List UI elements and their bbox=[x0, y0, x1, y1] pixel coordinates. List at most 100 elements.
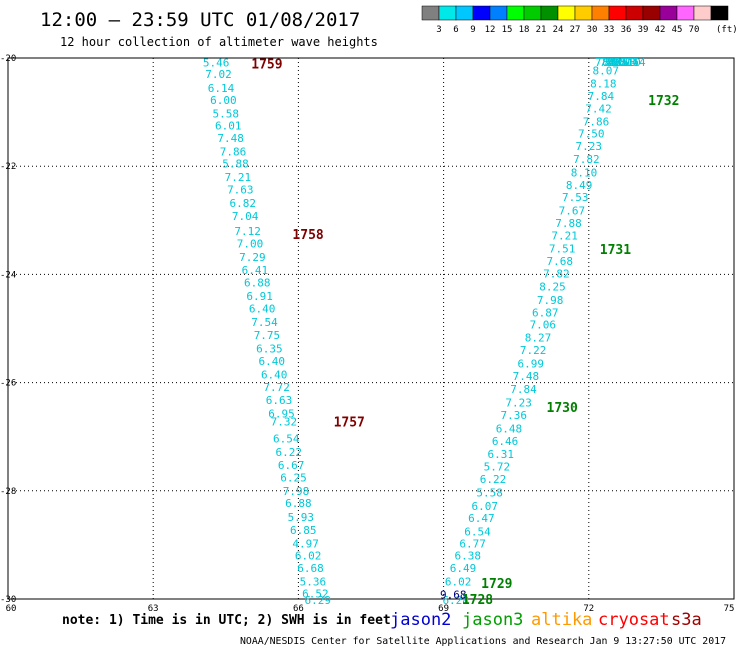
y-tick-label: -30 bbox=[0, 595, 16, 605]
wave-height-value: 7.48 bbox=[513, 370, 540, 383]
wave-height-value: 6.52 bbox=[302, 588, 329, 601]
time-label: 1759 bbox=[251, 57, 282, 72]
wave-height-value: 6.63 bbox=[266, 394, 293, 407]
wave-height-value: 6.54 bbox=[273, 432, 300, 445]
wave-height-value: 7.48 bbox=[217, 132, 244, 145]
wave-height-value: 8.67 bbox=[605, 56, 632, 69]
wave-height-value: 7.29 bbox=[239, 251, 266, 264]
wave-height-value: 7.86 bbox=[220, 146, 247, 159]
wave-height-value: 6.01 bbox=[215, 120, 242, 133]
colorbar-label: 70 bbox=[689, 25, 700, 35]
axis-ticks: 60 63 66 69 72 75 -20 -22 -24 -26 -28 -30 bbox=[0, 54, 734, 614]
wave-height-value: 7.67 bbox=[559, 205, 586, 218]
wave-height-value: 5.93 bbox=[288, 511, 315, 524]
colorbar-unit: (ft) bbox=[716, 25, 738, 35]
colorbar-swatch bbox=[659, 5, 678, 21]
wave-height-value: 6.46 bbox=[492, 435, 519, 448]
wave-height-value: 7.53 bbox=[562, 191, 589, 204]
wave-height-value: 7.51 bbox=[549, 242, 576, 255]
x-tick-label: 66 bbox=[293, 604, 304, 614]
colorbar-swatch bbox=[608, 5, 627, 21]
footer-text: NOAA/NESDIS Center for Satellite Applica… bbox=[240, 636, 726, 647]
colorbar-label: 3 bbox=[436, 25, 441, 35]
x-tick-label: 69 bbox=[438, 604, 449, 614]
wave-height-value: 4.97 bbox=[292, 537, 319, 550]
time-label: 1728 bbox=[462, 593, 493, 608]
colorbar-swatch bbox=[557, 5, 576, 21]
colorbar-label: 39 bbox=[638, 25, 649, 35]
colorbar-label: 27 bbox=[570, 25, 581, 35]
wave-height-value: 7.04 bbox=[232, 210, 259, 223]
wave-height-value: 6.99 bbox=[517, 358, 544, 371]
colorbar-swatch bbox=[591, 5, 610, 21]
wave-height-value: 6.02 bbox=[295, 550, 322, 563]
colorbar-label: 9 bbox=[470, 25, 475, 35]
time-label: 1730 bbox=[547, 401, 578, 416]
wave-height-value: 7.21 bbox=[225, 171, 252, 184]
wave-height-value: 7.98 bbox=[537, 294, 564, 307]
wave-height-value: 7.00 bbox=[237, 238, 264, 251]
wave-height-value: 5.58 bbox=[213, 108, 240, 121]
wave-height-value: 6.47 bbox=[468, 512, 495, 525]
colorbar-swatch bbox=[625, 5, 644, 21]
wave-height-value: 9.68 bbox=[440, 589, 467, 602]
wave-height-value: 7.88 bbox=[555, 217, 582, 230]
wave-height-value: 8.27 bbox=[525, 332, 552, 345]
wave-height-value: 6.48 bbox=[496, 423, 523, 436]
wave-height-value: 6.35 bbox=[256, 343, 283, 356]
colorbar-label: 30 bbox=[587, 25, 598, 35]
wave-height-value: 7.23 bbox=[505, 397, 532, 410]
wave-height-value: 6.07 bbox=[471, 500, 498, 513]
colorbar-label: 24 bbox=[553, 25, 564, 35]
wave-height-value: 7.23 bbox=[576, 140, 603, 153]
y-tick-label: -26 bbox=[0, 379, 16, 389]
wave-height-value: 8.51 bbox=[607, 56, 634, 69]
y-tick-label: -24 bbox=[0, 270, 16, 280]
wave-height-value: 7.75 bbox=[254, 329, 281, 342]
wave-height-value: 6.14 bbox=[208, 82, 235, 95]
wave-height-value: 7.84 bbox=[510, 383, 537, 396]
wave-height-value: 6.77 bbox=[459, 537, 486, 550]
wave-height-value: 7.48 bbox=[595, 56, 622, 69]
wave-height-value: 7.21 bbox=[551, 229, 578, 242]
wave-height-value: 7.82 bbox=[573, 153, 600, 166]
note-text: note: 1) Time is in UTC; 2) SWH is in fe… bbox=[62, 613, 391, 628]
wave-height-value: 8.10 bbox=[614, 56, 641, 69]
wave-height-value: 6.00 bbox=[210, 94, 237, 107]
wave-height-value: 6.02 bbox=[445, 576, 472, 589]
time-label: 1731 bbox=[600, 243, 631, 258]
wave-height-value: 7.72 bbox=[263, 381, 290, 394]
wave-height-value: 7.82 bbox=[543, 267, 570, 280]
grid bbox=[8, 58, 734, 599]
colorbar-swatch bbox=[455, 5, 474, 21]
wave-height-value: 6.40 bbox=[249, 302, 276, 315]
colorbar-swatch bbox=[676, 5, 695, 21]
plot-frame bbox=[7, 57, 735, 600]
colorbar-swatch bbox=[693, 5, 712, 21]
wave-height-values: 5.467.026.146.005.586.017.487.865.887.21… bbox=[203, 56, 646, 607]
legend-s3a: s3a bbox=[671, 610, 702, 630]
legend-jason2: jason2 bbox=[390, 610, 451, 630]
y-tick-label: -28 bbox=[0, 487, 16, 497]
colorbar-label: 42 bbox=[655, 25, 666, 35]
wave-height-value: 7.50 bbox=[578, 128, 605, 141]
wave-height-value: 7.22 bbox=[520, 344, 547, 357]
wave-height-value: 8.35 bbox=[602, 56, 629, 69]
wave-height-value: 5.72 bbox=[484, 460, 511, 473]
wave-height-value: 7.86 bbox=[583, 115, 610, 128]
colorbar-swatch bbox=[642, 5, 661, 21]
wave-height-value: 7.54 bbox=[251, 316, 278, 329]
wave-height-value: 7.63 bbox=[227, 183, 254, 196]
wave-height-value: 6.29 bbox=[305, 594, 332, 607]
colorbar-swatch bbox=[438, 5, 457, 21]
colorbar-swatch bbox=[421, 5, 440, 21]
wave-height-value: 7.84 bbox=[588, 90, 615, 103]
wave-height-value: 7.02 bbox=[205, 68, 232, 81]
wave-height-value: 6.25 bbox=[280, 471, 307, 484]
colorbar-swatch bbox=[710, 5, 729, 21]
y-tick-label: -20 bbox=[0, 54, 16, 64]
wave-height-value: 8.14 bbox=[612, 56, 639, 69]
wave-height-value: 7.12 bbox=[234, 225, 261, 238]
